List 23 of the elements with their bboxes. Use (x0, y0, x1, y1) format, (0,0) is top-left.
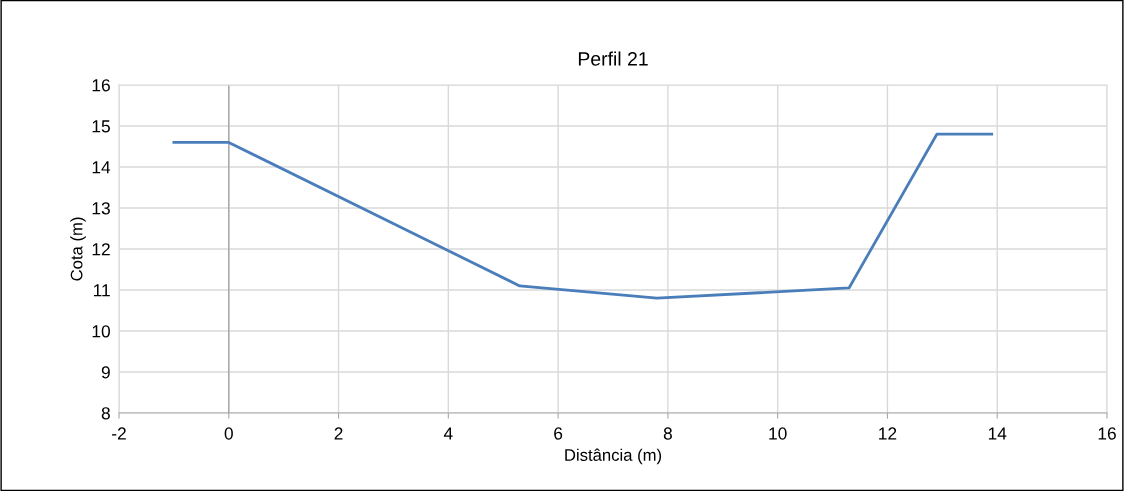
y-tick-label: 12 (92, 243, 110, 256)
y-tick-label: 15 (92, 120, 110, 133)
y-tick-label: 10 (92, 325, 110, 338)
y-tick-label: 16 (92, 79, 110, 92)
y-tick-label: 14 (92, 161, 111, 174)
y-tick-label: 13 (92, 202, 110, 215)
x-tick-label: 8 (663, 427, 672, 440)
y-tick-label: 11 (93, 284, 110, 297)
x-tick-label: 2 (334, 427, 343, 440)
y-tick-label: 9 (101, 366, 110, 379)
line-series (172, 132, 994, 300)
x-tick-label: 10 (769, 427, 787, 440)
x-tick-label: 12 (879, 427, 897, 440)
x-tick-label: 4 (443, 427, 453, 440)
x-tick-label: 0 (224, 427, 233, 440)
y-tick-label: 8 (101, 407, 110, 420)
x-tick-label: -2 (112, 427, 126, 440)
y-axis-title: Cota (m) (70, 217, 86, 281)
x-tick-label: 16 (1098, 427, 1116, 440)
chart-title: Perfil 21 (578, 51, 648, 66)
x-tick-label: 14 (988, 427, 1007, 440)
x-tick-label: 6 (554, 427, 563, 440)
x-axis-title: Distância (m) (565, 448, 662, 465)
